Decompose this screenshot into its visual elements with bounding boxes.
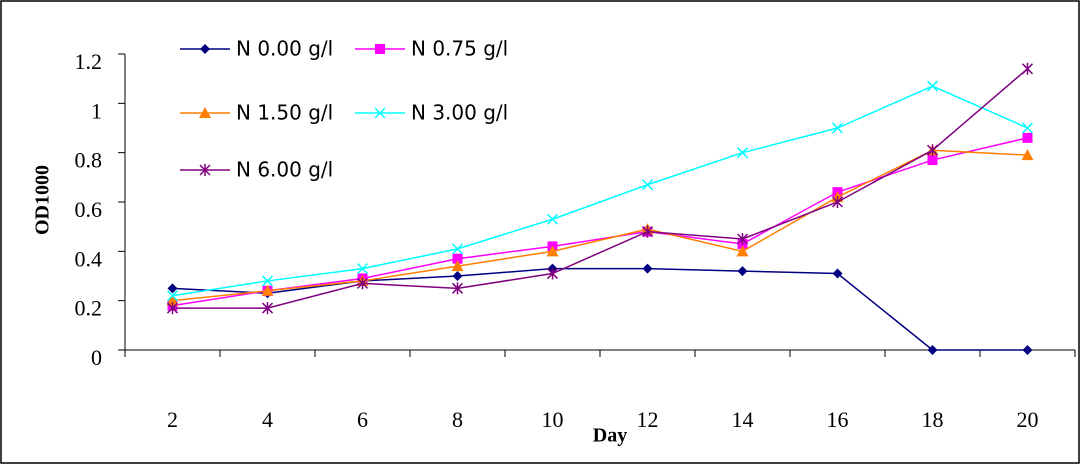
x-tick-label: 10 [542,407,564,432]
x-tick-label: 20 [1017,407,1039,432]
x-tick-label: 18 [922,407,944,432]
legend-label: N 3.00 g/l [411,101,508,125]
legend-label: N 0.75 g/l [411,37,508,61]
chart: OD1000 Day 0 0.2 0.4 0.6 0.8 1 1.2 2 4 6 8 10 12 14 16… [0,0,1081,464]
legend-label: N 6.00 g/l [236,158,333,182]
legend-marker [375,44,385,54]
y-tick-label: 0.2 [75,296,103,321]
y-tick-label: 1.2 [75,49,103,74]
x-tick-label: 6 [357,407,368,432]
marker [928,155,938,165]
x-tick-label: 16 [827,407,849,432]
marker [1023,133,1033,143]
x-tick-label: 14 [732,407,754,432]
x-axis-label: Day [593,425,627,447]
x-tick-label: 4 [262,407,273,432]
legend-label: N 0.00 g/l [236,37,333,61]
y-tick-label: 0.6 [75,197,103,222]
x-tick-label: 2 [167,407,178,432]
y-tick-label: 0.8 [75,148,103,173]
legend-label: N 1.50 g/l [236,101,333,125]
x-tick-label: 8 [452,407,463,432]
x-tick-label: 12 [637,407,659,432]
y-tick-label: 0 [91,345,102,370]
y-tick-label: 0.4 [75,246,103,271]
chart-border [1,1,1079,463]
y-axis-label: OD1000 [32,165,54,235]
y-tick-label: 1 [91,98,102,123]
